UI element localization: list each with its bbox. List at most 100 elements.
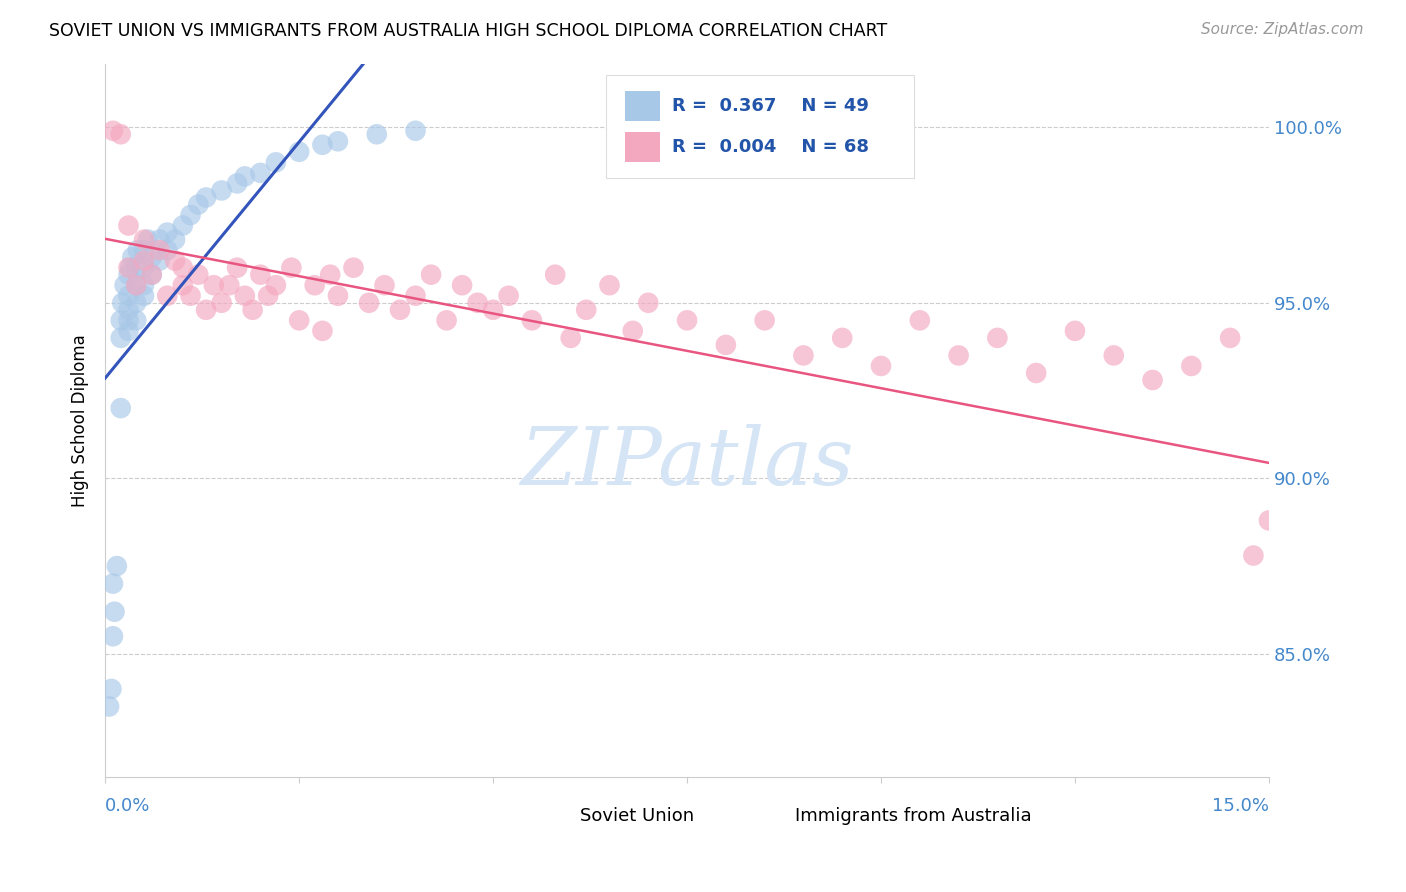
Point: [110, 313, 132, 327]
Point: [148, 243, 170, 257]
Point: [288, 313, 311, 327]
Point: [180, 289, 202, 303]
Point: [117, 260, 139, 275]
Point: [141, 268, 163, 282]
Point: [117, 268, 139, 282]
Point: [242, 302, 264, 317]
Point: [467, 295, 489, 310]
Point: [148, 233, 170, 247]
Point: [792, 348, 814, 362]
Point: [132, 289, 155, 303]
Text: Source: ZipAtlas.com: Source: ZipAtlas.com: [1201, 22, 1364, 37]
Point: [389, 302, 412, 317]
Point: [211, 295, 233, 310]
Point: [366, 128, 388, 142]
Point: [451, 278, 474, 293]
Point: [326, 289, 349, 303]
Point: [482, 302, 505, 317]
Point: [211, 183, 233, 197]
Point: [118, 260, 141, 275]
Point: [831, 331, 853, 345]
Point: [233, 289, 256, 303]
Point: [405, 124, 427, 138]
Point: [264, 278, 287, 293]
Text: 15.0%: 15.0%: [1212, 797, 1270, 814]
Bar: [762, 806, 789, 825]
Point: [195, 302, 218, 317]
Point: [117, 302, 139, 317]
Point: [132, 253, 155, 268]
Point: [311, 324, 333, 338]
Point: [127, 243, 149, 257]
Point: [544, 268, 567, 282]
Point: [226, 260, 249, 275]
Bar: [626, 91, 661, 121]
Text: SOVIET UNION VS IMMIGRANTS FROM AUSTRALIA HIGH SCHOOL DIPLOMA CORRELATION CHART: SOVIET UNION VS IMMIGRANTS FROM AUSTRALI…: [49, 22, 887, 40]
Point: [218, 278, 240, 293]
Point: [132, 260, 155, 275]
Text: 0.0%: 0.0%: [105, 797, 150, 814]
Point: [1241, 549, 1264, 563]
Point: [101, 629, 124, 643]
Point: [172, 260, 194, 275]
Point: [288, 145, 311, 159]
Point: [121, 250, 143, 264]
Point: [105, 559, 128, 574]
Point: [98, 699, 121, 714]
Point: [560, 331, 582, 345]
Point: [520, 313, 543, 327]
Point: [1064, 324, 1087, 338]
Point: [1025, 366, 1047, 380]
Point: [132, 233, 155, 247]
Point: [436, 313, 458, 327]
Point: [257, 289, 280, 303]
Point: [1102, 348, 1125, 362]
Point: [187, 268, 209, 282]
Point: [114, 278, 136, 293]
Point: [870, 359, 893, 373]
Text: ZIPatlas: ZIPatlas: [520, 425, 853, 502]
Point: [156, 226, 179, 240]
Point: [1180, 359, 1202, 373]
Point: [141, 268, 163, 282]
Point: [1219, 331, 1241, 345]
Point: [110, 331, 132, 345]
Point: [125, 295, 148, 310]
Point: [156, 289, 179, 303]
Point: [141, 250, 163, 264]
Point: [125, 260, 148, 275]
Point: [100, 681, 122, 696]
Text: Soviet Union: Soviet Union: [581, 807, 695, 825]
Point: [110, 128, 132, 142]
Point: [373, 278, 395, 293]
Point: [498, 289, 520, 303]
Point: [202, 278, 225, 293]
Point: [117, 219, 139, 233]
Bar: [626, 132, 661, 161]
Point: [714, 338, 737, 352]
Point: [101, 576, 124, 591]
Y-axis label: High School Diploma: High School Diploma: [72, 334, 89, 507]
Point: [342, 260, 364, 275]
Point: [249, 268, 271, 282]
Point: [172, 219, 194, 233]
Point: [136, 233, 159, 247]
Point: [148, 253, 170, 268]
Point: [180, 208, 202, 222]
Point: [264, 155, 287, 169]
Point: [110, 401, 132, 416]
FancyBboxPatch shape: [606, 75, 914, 178]
Point: [103, 605, 125, 619]
Point: [117, 289, 139, 303]
Point: [125, 278, 148, 293]
Bar: [547, 806, 574, 825]
Point: [1142, 373, 1164, 387]
Point: [111, 295, 134, 310]
Point: [311, 137, 333, 152]
Point: [326, 134, 349, 148]
Point: [172, 278, 194, 293]
Point: [319, 268, 342, 282]
Point: [575, 302, 598, 317]
Point: [117, 324, 139, 338]
Point: [125, 313, 148, 327]
